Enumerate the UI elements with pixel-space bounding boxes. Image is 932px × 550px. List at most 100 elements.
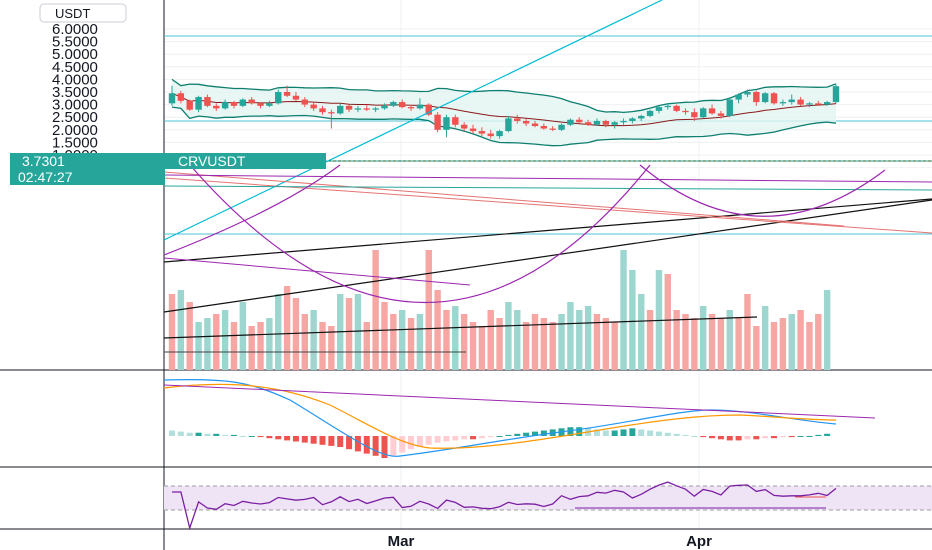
volume-bar bbox=[372, 250, 379, 370]
volume-bar bbox=[735, 318, 742, 370]
volume-bar bbox=[788, 314, 795, 370]
curve-purple bbox=[163, 164, 341, 256]
macd-histogram-bar bbox=[611, 430, 618, 436]
macd-histogram-bar bbox=[824, 433, 831, 436]
macd-histogram-bar bbox=[700, 436, 707, 438]
bollinger-upper bbox=[171, 78, 837, 114]
macd-histogram-bar bbox=[204, 433, 211, 436]
volume-bar bbox=[708, 314, 716, 370]
candle-body bbox=[717, 113, 725, 116]
volume-bar bbox=[638, 294, 645, 370]
candle-body bbox=[558, 124, 565, 130]
volume-bar bbox=[496, 318, 503, 370]
macd-histogram-bar bbox=[230, 434, 237, 436]
macd-histogram-bar bbox=[762, 436, 769, 439]
macd-histogram-bar bbox=[744, 436, 751, 440]
macd-histogram-bar bbox=[425, 436, 432, 445]
candle-body bbox=[363, 108, 370, 110]
macd-histogram-bar bbox=[709, 436, 716, 439]
candle-body bbox=[487, 133, 494, 137]
candle-body bbox=[514, 118, 521, 121]
candle-body bbox=[655, 107, 663, 111]
last-price-label: 3.7301 bbox=[22, 153, 65, 169]
price-axis-label: 2.5000 bbox=[52, 109, 98, 126]
volume-bar bbox=[753, 326, 760, 370]
candle-body bbox=[761, 93, 769, 103]
candle-body bbox=[593, 120, 601, 125]
candle-body bbox=[407, 107, 415, 109]
price-axis-label: 5.5000 bbox=[52, 34, 98, 51]
macd-histogram-bar bbox=[434, 436, 441, 443]
volume-bar bbox=[390, 314, 397, 370]
macd-histogram-bar bbox=[195, 432, 202, 436]
macd-pane bbox=[163, 378, 876, 458]
candle-body bbox=[726, 99, 733, 116]
macd-histogram-bar bbox=[257, 436, 264, 438]
time-axis[interactable]: Mar Apr bbox=[388, 533, 712, 550]
candle-body bbox=[602, 120, 610, 125]
candle-body bbox=[275, 92, 282, 104]
candle-body bbox=[753, 92, 760, 103]
volume-bar bbox=[186, 302, 193, 370]
candle-body bbox=[319, 108, 326, 113]
macd-histogram-bar bbox=[390, 436, 397, 456]
trendline-volume bbox=[163, 316, 758, 339]
candle-body bbox=[337, 105, 344, 114]
volume-bar bbox=[363, 322, 370, 370]
trendline-drawings[interactable] bbox=[163, 0, 932, 353]
macd-histogram-bar bbox=[576, 427, 583, 436]
macd-histogram-bar bbox=[363, 436, 370, 454]
candle-body bbox=[567, 119, 574, 125]
candle-body bbox=[735, 94, 742, 100]
macd-histogram-bar bbox=[372, 436, 379, 456]
candle-body bbox=[576, 119, 583, 123]
macd-histogram-bar bbox=[593, 429, 600, 436]
volume-bar bbox=[248, 326, 255, 370]
price-axis-label: 3.0000 bbox=[52, 97, 98, 114]
rsi-band bbox=[164, 486, 932, 510]
macd-histogram-bar bbox=[735, 436, 742, 441]
macd-histogram-bar bbox=[328, 436, 335, 446]
candle-body bbox=[700, 108, 707, 118]
rsi-pane bbox=[164, 481, 932, 531]
currency-badge[interactable]: USDT bbox=[39, 3, 127, 23]
volume-bar bbox=[478, 326, 486, 370]
volume-bar bbox=[646, 310, 654, 370]
volume-bar bbox=[806, 322, 813, 370]
trendline-black bbox=[163, 198, 932, 263]
candle-body bbox=[832, 86, 840, 103]
trendline-green bbox=[163, 185, 932, 191]
macd-histogram-bar bbox=[514, 433, 521, 436]
volume-bar bbox=[328, 326, 335, 370]
volume-bar bbox=[425, 250, 432, 370]
macd-histogram-bar bbox=[399, 436, 406, 453]
macd-histogram-bar bbox=[319, 436, 326, 445]
macd-trendline bbox=[163, 384, 876, 419]
volume-bar bbox=[354, 294, 362, 370]
macd-histogram-bar bbox=[266, 436, 273, 439]
volume-bar bbox=[345, 298, 353, 370]
price-axis-label: 5.0000 bbox=[52, 46, 98, 63]
price-axis-label: 4.0000 bbox=[52, 71, 98, 88]
bollinger-lower bbox=[171, 106, 837, 147]
macd-histogram-bar bbox=[664, 432, 671, 436]
macd-histogram-bar bbox=[682, 434, 689, 436]
macd-histogram-bar bbox=[337, 436, 344, 447]
candle-body bbox=[770, 93, 778, 104]
candle-body bbox=[230, 102, 238, 106]
candle-body bbox=[221, 102, 229, 109]
signal-line bbox=[163, 383, 837, 449]
macd-histogram-bar bbox=[726, 436, 733, 441]
candle-body bbox=[257, 103, 264, 106]
volume-bar bbox=[761, 306, 769, 370]
candle-body bbox=[239, 99, 247, 106]
candle-body bbox=[195, 97, 202, 110]
volume-bar bbox=[204, 318, 211, 370]
candle-body bbox=[611, 122, 618, 125]
candle-body bbox=[549, 128, 556, 130]
volume-bar bbox=[726, 310, 733, 370]
volume-bar bbox=[266, 318, 273, 370]
volume-bar bbox=[691, 318, 698, 370]
